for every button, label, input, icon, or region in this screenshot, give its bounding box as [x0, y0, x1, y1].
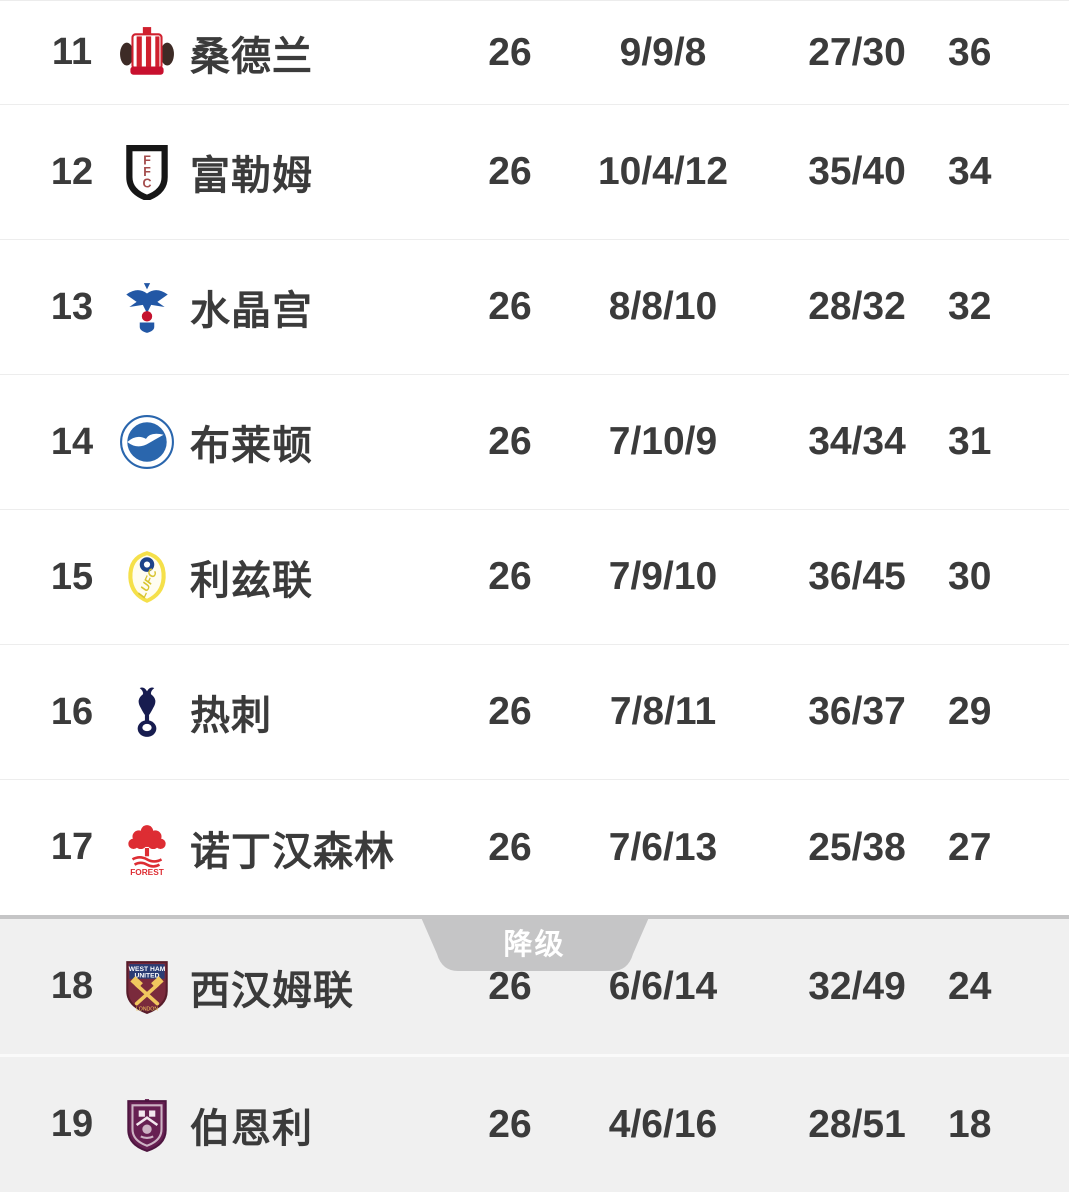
win-draw-loss: 7/10/9 — [608, 420, 718, 463]
goals-for-against: 25/38 — [808, 825, 906, 869]
points: 24 — [948, 964, 992, 1008]
goals-for-against: 28/32 — [808, 285, 906, 328]
team-name: 水晶宫 — [190, 289, 313, 333]
nottingham-forest-crest: FOREST — [114, 820, 180, 876]
table-row[interactable]: 17 FOREST 诺丁汉森林 26 7/6/13 25/38 27 — [0, 780, 1069, 915]
goals-for-against: 36/45 — [808, 555, 906, 598]
west-ham-crest: WEST HAM UNITED LONDON — [114, 959, 180, 1015]
goals-for-against: 27/30 — [808, 30, 906, 74]
table-rows-upper: 11 桑德兰 26 9/9/8 27/30 36 12 F F C 富勒姆 26 10/4/12 35/4… — [0, 1, 1069, 915]
crystal-palace-crest — [114, 279, 180, 335]
svg-text:LONDON: LONDON — [136, 1006, 158, 1012]
goals-for-against: 28/51 — [808, 1102, 906, 1146]
relegation-tab-shape — [419, 915, 650, 971]
brighton-crest — [114, 414, 180, 470]
leeds-crest: LUFC — [114, 549, 180, 605]
team-name: 西汉姆联 — [190, 968, 354, 1013]
team-name: 伯恩利 — [190, 1106, 313, 1151]
relegation-divider: 降级 — [0, 915, 1069, 971]
matches-played: 26 — [488, 555, 532, 598]
matches-played: 26 — [488, 690, 532, 733]
matches-played: 26 — [488, 1102, 532, 1146]
goals-for-against: 36/37 — [808, 690, 906, 733]
goals-for-against: 32/49 — [808, 964, 906, 1008]
table-row[interactable]: 19 伯恩利 26 4/6/16 28/51 18 — [0, 1054, 1069, 1192]
points: 30 — [948, 555, 992, 598]
team-name: 富勒姆 — [190, 154, 313, 198]
team-position: 15 — [50, 555, 94, 598]
win-draw-loss: 7/6/13 — [608, 825, 718, 869]
team-position: 18 — [50, 965, 94, 1007]
svg-text:C: C — [143, 177, 152, 191]
team-position: 17 — [50, 826, 94, 868]
svg-text:F: F — [143, 154, 151, 168]
team-name: 桑德兰 — [190, 34, 313, 79]
table-rows-relegation: 18 WEST HAM UNITED LONDON 西汉姆联 26 6/6/14 32/49 2… — [0, 919, 1069, 1192]
goals-for-against: 35/40 — [808, 150, 906, 193]
points: 27 — [948, 825, 992, 869]
points: 29 — [948, 690, 992, 733]
sunderland-crest — [114, 25, 180, 81]
team-position: 11 — [51, 31, 93, 73]
team-position: 12 — [50, 150, 94, 193]
table-row[interactable]: 15 LUFC 利兹联 26 7/9/10 36/45 30 — [0, 510, 1069, 645]
svg-text:F: F — [143, 165, 151, 179]
team-position: 19 — [50, 1103, 94, 1145]
win-draw-loss: 8/8/10 — [608, 285, 718, 328]
table-row[interactable]: 16 热刺 26 7/8/11 36/37 29 — [0, 645, 1069, 780]
points: 18 — [948, 1102, 992, 1146]
points: 31 — [948, 420, 992, 463]
goals-for-against: 34/34 — [808, 420, 906, 463]
win-draw-loss: 4/6/16 — [608, 1102, 718, 1146]
win-draw-loss: 7/8/11 — [609, 690, 717, 733]
svg-text:FOREST: FOREST — [130, 866, 164, 875]
matches-played: 26 — [488, 285, 532, 328]
burnley-crest — [114, 1097, 180, 1153]
team-position: 16 — [50, 690, 94, 733]
team-name: 布莱顿 — [190, 424, 313, 468]
matches-played: 26 — [488, 420, 532, 463]
team-position: 13 — [50, 285, 94, 328]
team-name: 利兹联 — [190, 559, 313, 603]
win-draw-loss: 6/6/14 — [608, 964, 718, 1008]
table-row[interactable]: 13 水晶宫 26 8/8/10 28/32 32 — [0, 240, 1069, 375]
win-draw-loss: 10/4/12 — [597, 150, 729, 193]
relegation-label: 降级 — [503, 929, 566, 961]
relegation-tab: 降级 — [419, 915, 650, 971]
team-name: 热刺 — [190, 694, 272, 738]
matches-played: 26 — [488, 964, 532, 1008]
tottenham-crest — [114, 684, 180, 740]
team-name: 诺丁汉森林 — [190, 829, 395, 874]
matches-played: 26 — [488, 825, 532, 869]
points: 34 — [948, 150, 992, 193]
team-position: 14 — [50, 420, 94, 463]
table-row[interactable]: 11 桑德兰 26 9/9/8 27/30 36 — [0, 1, 1069, 105]
matches-played: 26 — [488, 150, 532, 193]
win-draw-loss: 9/9/8 — [619, 30, 707, 74]
win-draw-loss: 7/9/10 — [608, 555, 718, 598]
points: 32 — [948, 285, 992, 328]
points: 36 — [948, 30, 992, 74]
matches-played: 26 — [488, 30, 532, 74]
table-row[interactable]: 12 F F C 富勒姆 26 10/4/12 35/40 34 — [0, 105, 1069, 240]
svg-text:UNITED: UNITED — [134, 972, 159, 979]
svg-text:WEST HAM: WEST HAM — [129, 965, 166, 972]
table-row[interactable]: 14 布莱顿 26 7/10/9 34/34 31 — [0, 375, 1069, 510]
